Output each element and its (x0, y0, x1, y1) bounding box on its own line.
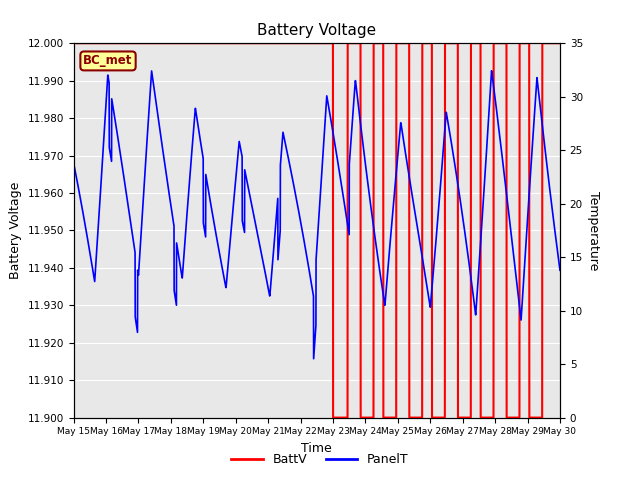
Legend: BattV, PanelT: BattV, PanelT (227, 448, 413, 471)
Title: Battery Voltage: Battery Voltage (257, 23, 376, 38)
Text: BC_met: BC_met (83, 54, 132, 67)
X-axis label: Time: Time (301, 442, 332, 455)
Y-axis label: Battery Voltage: Battery Voltage (9, 182, 22, 279)
Y-axis label: Temperature: Temperature (587, 191, 600, 270)
